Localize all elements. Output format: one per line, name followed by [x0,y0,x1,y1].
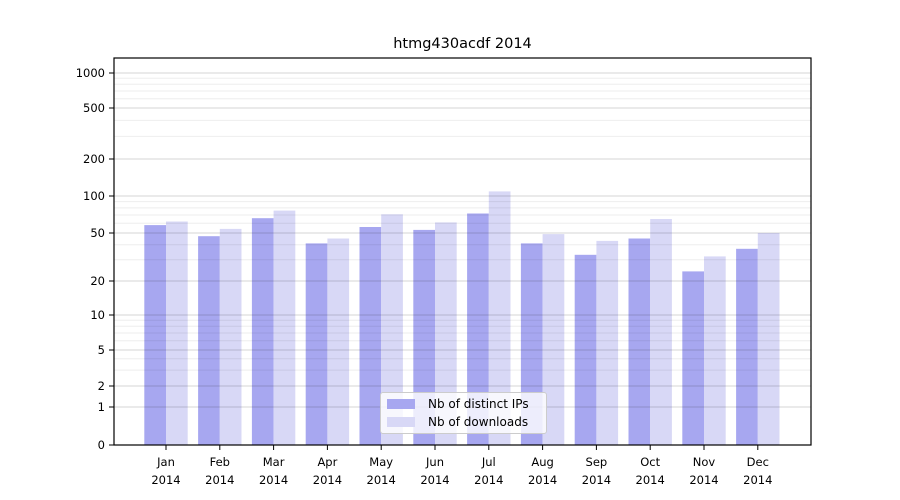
chart-title: htmg430acdf 2014 [393,36,532,52]
y-tick-label: 200 [83,152,105,166]
legend-item-distinct-ips: Nb of distinct IPs [387,397,538,411]
x-tick-label-month: Feb [210,455,230,469]
y-tick-label: 20 [90,274,105,288]
bar-ips-may [359,227,382,445]
bar-downloads-oct [650,219,672,445]
x-tick-label-year: 2014 [313,473,342,487]
bar-ips-feb [198,236,220,445]
x-tick-label-month: Oct [640,455,660,469]
x-tick-label-year: 2014 [582,473,611,487]
bar-downloads-jul [488,191,511,445]
x-tick-label-year: 2014 [151,473,180,487]
legend-swatch-distinct-ips [387,399,415,409]
x-tick-label-year: 2014 [420,473,449,487]
bar-ips-oct [628,238,651,445]
x-tick-label-year: 2014 [743,473,772,487]
bar-ips-jan [144,225,166,445]
bar-downloads-dec [757,233,780,445]
legend: Nb of distinct IPs Nb of downloads [380,392,547,434]
y-tick-label: 50 [90,226,105,240]
y-tick-label: 1000 [76,66,105,80]
x-tick-label-year: 2014 [689,473,718,487]
y-tick-label: 500 [83,101,105,115]
x-tick-label-year: 2014 [205,473,234,487]
bar-ips-apr [305,243,328,445]
bar-ips-mar [251,218,274,445]
x-tick-label-year: 2014 [636,473,665,487]
bar-downloads-jun [435,222,457,445]
x-tick-label-month: Jun [425,455,444,469]
x-tick-label-month: Sep [586,455,608,469]
bar-ips-nov [682,271,704,445]
bar-downloads-aug [542,234,565,445]
x-tick-label-month: May [369,455,393,469]
y-tick-label: 2 [98,379,105,393]
bar-ips-sep [574,254,597,445]
legend-swatch-downloads [387,417,415,427]
x-tick-label-year: 2014 [259,473,288,487]
y-tick-label: 100 [83,189,105,203]
y-tick-label: 1 [98,400,105,414]
y-tick-label: 10 [90,308,105,322]
y-tick-label: 5 [98,343,105,357]
bar-downloads-nov [704,256,726,445]
axes-frame [113,57,812,446]
x-tick-label-month: Aug [531,455,553,469]
x-tick-label-year: 2014 [528,473,557,487]
bar-downloads-jan [166,221,188,445]
bar-ips-dec [736,248,758,445]
x-tick-label-month: Mar [263,455,285,469]
x-tick-label-year: 2014 [474,473,503,487]
x-tick-label-month: Jan [156,455,175,469]
bar-downloads-may [381,214,403,445]
bar-downloads-mar [273,210,296,445]
bar-ips-jun [413,229,435,445]
x-tick-label-month: Apr [317,455,337,469]
bar-downloads-sep [596,240,619,445]
legend-label-distinct-ips: Nb of distinct IPs [428,397,529,411]
bar-downloads-feb [219,228,242,445]
bar-ips-jul [467,213,489,445]
bar-downloads-apr [327,238,350,445]
x-tick-label-month: Jul [481,455,496,469]
x-tick-label-month: Dec [747,455,769,469]
x-tick-label-month: Nov [693,455,716,469]
legend-item-downloads: Nb of downloads [387,415,538,429]
y-tick-label: 0 [98,438,105,452]
x-tick-label-year: 2014 [367,473,396,487]
legend-label-downloads: Nb of downloads [428,415,529,429]
